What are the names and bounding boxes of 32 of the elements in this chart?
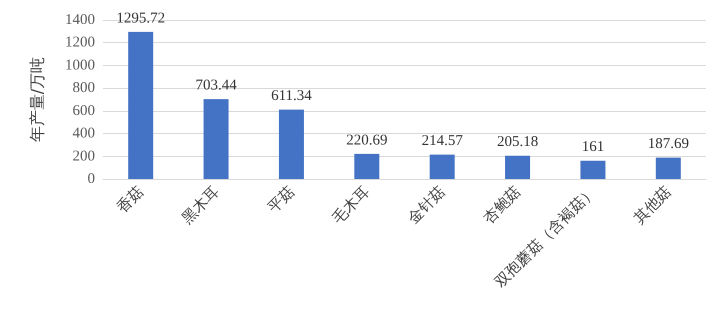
bar [580, 160, 606, 179]
y-tick-label: 0 [88, 171, 95, 187]
data-label: 205.18 [496, 134, 538, 150]
bar [656, 158, 681, 179]
data-label: 187.69 [648, 136, 689, 152]
x-tick-label: 金针菇 [404, 182, 449, 228]
y-tick-label: 600 [72, 102, 95, 119]
y-tick-label: 800 [72, 80, 95, 96]
x-tick-label: 黑木耳 [178, 182, 222, 228]
x-tick-label: 杏鲍菇 [479, 182, 524, 228]
bar [278, 110, 304, 179]
data-label: 611.34 [271, 88, 312, 104]
data-label: 220.69 [346, 132, 388, 148]
x-tick-label: 香菇 [113, 182, 148, 217]
bar [128, 32, 154, 179]
y-tick-label: 200 [72, 148, 95, 164]
x-tick-label: 平菇 [264, 182, 298, 217]
data-label: 161 [582, 139, 604, 156]
bar [430, 154, 455, 179]
y-tick-label: 400 [72, 126, 95, 142]
data-label: 214.57 [422, 133, 464, 150]
y-tick-label: 1400 [65, 12, 95, 28]
x-tick-label: 毛木耳 [328, 182, 374, 228]
y-tick-label: 1000 [65, 57, 95, 74]
y-axis-title: 年产量/万吨 [28, 56, 46, 142]
data-label: 703.44 [195, 78, 238, 94]
bar [505, 156, 530, 179]
data-label: 1295.72 [116, 10, 166, 26]
bar [204, 99, 229, 179]
bar [354, 154, 380, 179]
x-tick-label: 其他菇 [630, 182, 675, 228]
y-tick-label: 1200 [65, 34, 95, 51]
